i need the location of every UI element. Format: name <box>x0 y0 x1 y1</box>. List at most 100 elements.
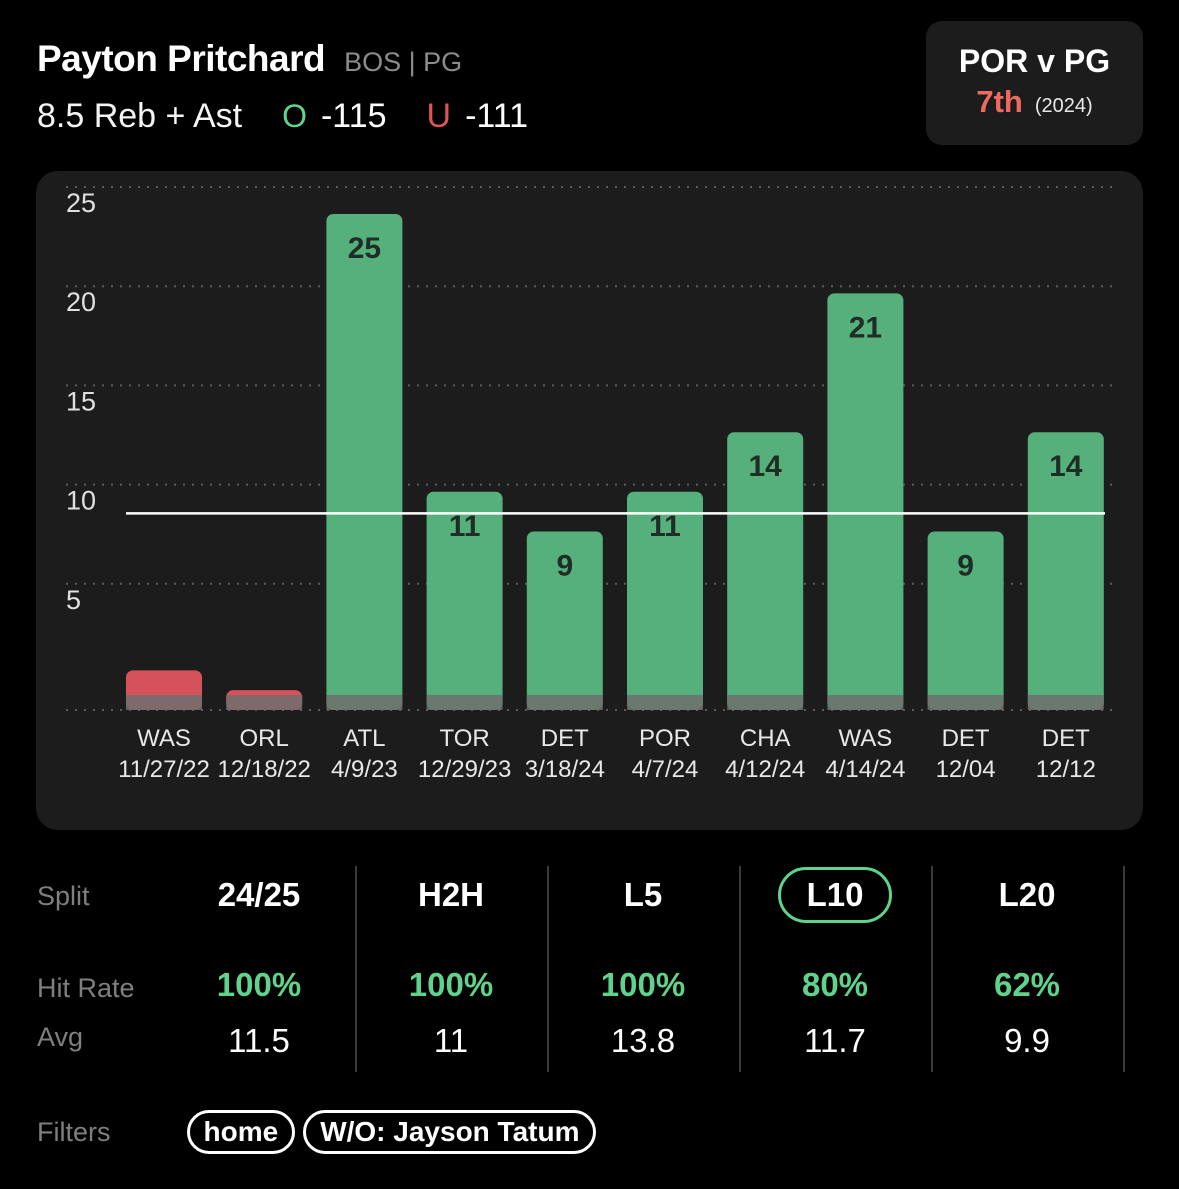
split-tab[interactable]: L10 <box>739 867 931 923</box>
hit-rate-value: 100% <box>216 966 302 1003</box>
x-date-label: 12/04 <box>936 756 996 783</box>
y-tick-label: 15 <box>66 386 96 416</box>
matchup-title: POR v PG <box>958 43 1111 79</box>
x-date-label: 4/9/23 <box>331 756 398 783</box>
x-date-label: 12/18/22 <box>217 756 310 783</box>
matchup-card[interactable]: POR v PG 7th (2024) <box>926 21 1143 145</box>
bar-value-label: 9 <box>556 549 573 582</box>
bar-base <box>426 695 503 710</box>
player-header: Payton Pritchard BOS | PG 8.5 Reb + Ast … <box>37 38 528 136</box>
x-date-label: 12/29/23 <box>418 756 511 783</box>
bar-base <box>827 695 904 710</box>
bar-base <box>126 695 202 710</box>
x-date-label: 3/18/24 <box>525 756 605 783</box>
column-divider <box>547 866 549 1072</box>
split-column-h2h: H2H 100% 11 <box>355 866 547 1072</box>
split-tab-label: 24/25 <box>217 876 301 913</box>
split-column-24-25: 24/25 100% 11.5 <box>163 866 355 1072</box>
bar-value-label: 9 <box>957 549 974 582</box>
hit-rate-value: 100% <box>408 966 494 1003</box>
x-date-label: 4/12/24 <box>725 756 805 783</box>
x-category-label: ORL <box>240 725 289 752</box>
prop-line-label: 8.5 Reb + Ast <box>37 97 243 135</box>
split-row-label: Split <box>37 881 90 911</box>
bar-det <box>526 531 603 710</box>
split-tab-label: L5 <box>623 876 663 913</box>
under-odds[interactable]: -111 <box>465 97 529 135</box>
bar-det <box>1027 432 1104 710</box>
filter-chip-without-player[interactable]: W/O: Jayson Tatum <box>303 1110 597 1154</box>
bar-atl <box>326 214 403 710</box>
bar-base <box>226 695 303 710</box>
split-column-l20: L20 62% 9.9 <box>931 866 1123 1072</box>
x-category-label: CHA <box>740 725 791 752</box>
split-column-l5: L5 100% 13.8 <box>547 866 739 1072</box>
y-tick-label: 10 <box>66 486 96 516</box>
bar-det <box>927 531 1004 710</box>
split-tab[interactable]: L5 <box>547 876 739 914</box>
x-category-label: DET <box>541 725 589 752</box>
x-category-label: WAS <box>839 725 893 752</box>
hit-rate-value: 62% <box>993 966 1061 1003</box>
split-column-l10: L10 80% 11.7 <box>739 866 931 1072</box>
split-tab[interactable]: H2H <box>355 876 547 914</box>
x-date-label: 4/7/24 <box>632 756 699 783</box>
bar-base <box>326 695 403 710</box>
bar-por <box>627 491 703 710</box>
hit-rate-value: 80% <box>801 966 869 1003</box>
split-tab[interactable]: L20 <box>931 876 1123 914</box>
bar-value-label: 11 <box>449 510 481 543</box>
game-log-chart: 5 10 15 20 25 WAS 11/27/22 ORL 12/18/22 25 ATL 4/9/… <box>36 171 1143 830</box>
filter-chip-home[interactable]: home <box>186 1110 296 1154</box>
filters-label: Filters <box>37 1116 111 1147</box>
split-tab-label: H2H <box>417 876 485 913</box>
avg-value: 11 <box>433 1022 469 1059</box>
column-divider <box>355 866 357 1072</box>
bar-value-label: 14 <box>749 450 783 483</box>
team-position: BOS | PG <box>344 47 463 77</box>
player-row: Payton Pritchard BOS | PG <box>37 38 528 80</box>
split-tab-label: L20 <box>998 876 1056 913</box>
over-icon: O <box>282 98 307 134</box>
bar-base <box>627 695 703 710</box>
column-divider <box>931 866 933 1072</box>
y-tick-label: 5 <box>66 585 81 615</box>
bar-value-label: 21 <box>849 311 882 344</box>
bar-chart-svg: 5 10 15 20 25 WAS 11/27/22 ORL 12/18/22 25 ATL 4/9/… <box>66 186 1116 783</box>
under-icon: U <box>426 97 452 135</box>
avg-row-label: Avg <box>37 1022 84 1052</box>
x-category-label: POR <box>639 725 691 752</box>
x-category-label: DET <box>1042 725 1090 752</box>
matchup-year: (2024) <box>1034 95 1093 117</box>
x-date-label: 4/14/24 <box>825 756 905 783</box>
x-date-label: 12/12 <box>1036 756 1096 783</box>
x-date-label: 11/27/22 <box>118 756 210 783</box>
matchup-rank-row: 7th (2024) <box>926 84 1143 120</box>
y-tick-label: 25 <box>66 188 96 218</box>
avg-value: 13.8 <box>610 1022 676 1059</box>
bar-base <box>526 695 603 710</box>
x-category-label: ATL <box>343 725 385 752</box>
bar-base <box>927 695 1004 710</box>
x-category-label: DET <box>942 725 990 752</box>
bar-base <box>727 695 804 710</box>
over-odds[interactable]: -115 <box>320 97 387 135</box>
split-tab[interactable]: 24/25 <box>163 876 355 914</box>
player-name: Payton Pritchard <box>37 38 326 79</box>
bar-tor <box>426 491 503 710</box>
splits-table: Split Hit Rate Avg 24/25 100% 11.5 H2H 100% 1… <box>0 866 1179 1076</box>
bar-value-label: 25 <box>348 232 381 265</box>
x-category-label: WAS <box>137 725 191 752</box>
hit-rate-value: 100% <box>600 966 686 1003</box>
split-tab-label: L10 <box>777 867 893 923</box>
column-divider <box>739 866 741 1072</box>
bar-base <box>1027 695 1104 710</box>
hit-rate-row-label: Hit Rate <box>37 973 135 1003</box>
avg-value: 11.5 <box>228 1022 290 1059</box>
x-category-label: TOR <box>439 725 489 752</box>
matchup-rank: 7th <box>976 84 1023 119</box>
avg-value: 9.9 <box>1004 1022 1050 1059</box>
y-tick-label: 20 <box>66 287 96 317</box>
bar-was <box>827 293 904 710</box>
bar-value-label: 11 <box>649 510 681 543</box>
